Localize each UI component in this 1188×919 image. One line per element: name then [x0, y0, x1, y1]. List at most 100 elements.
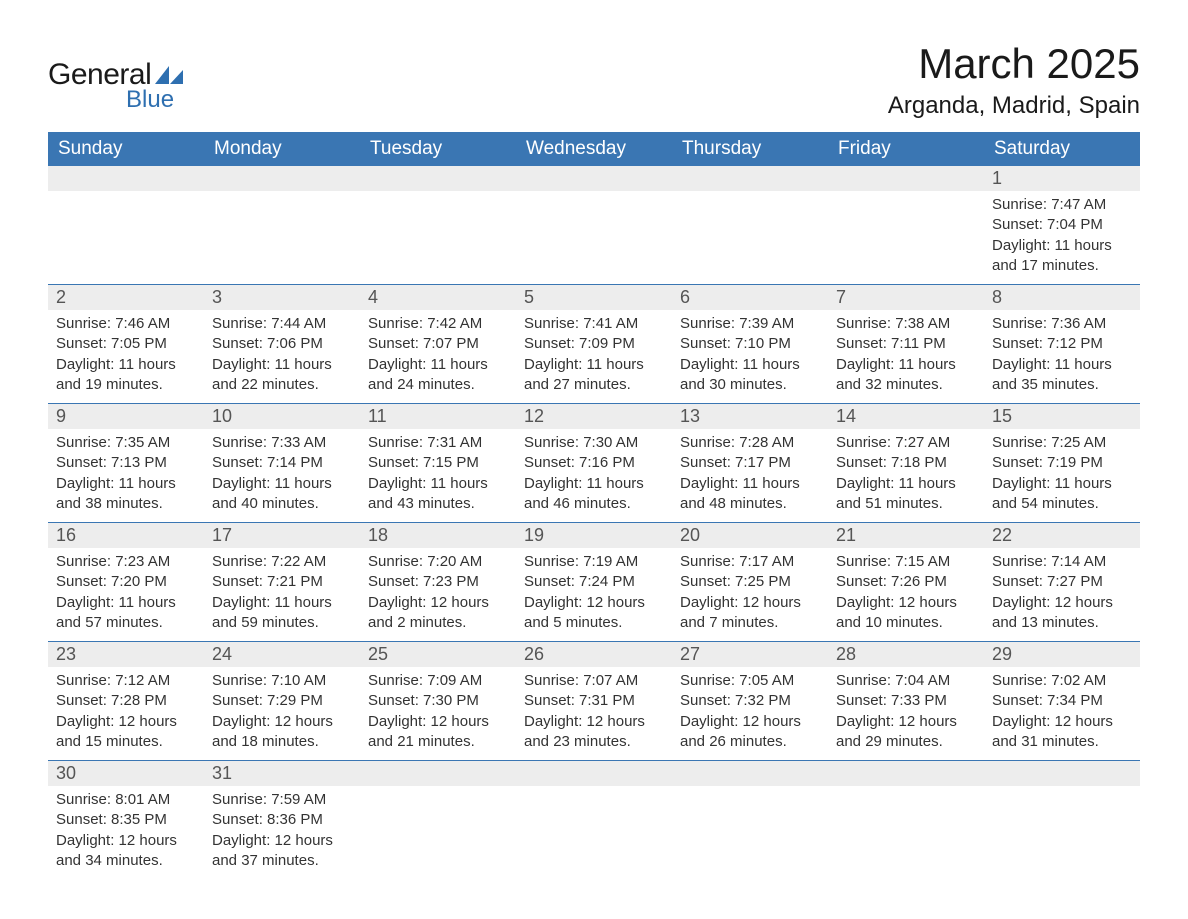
sunrise-text: Sunrise: 7:07 AM — [524, 671, 664, 691]
sunset-text: Sunset: 7:20 PM — [56, 572, 196, 592]
daylight-line1: Daylight: 12 hours — [524, 593, 664, 613]
daylight-line2: and 32 minutes. — [836, 375, 976, 395]
sunset-text: Sunset: 7:27 PM — [992, 572, 1132, 592]
calendar-table: Sunday Monday Tuesday Wednesday Thursday… — [48, 132, 1140, 879]
sunset-text: Sunset: 7:34 PM — [992, 691, 1132, 711]
sunset-text: Sunset: 7:12 PM — [992, 334, 1132, 354]
day-number: 18 — [360, 523, 516, 548]
calendar-cell: 19Sunrise: 7:19 AMSunset: 7:24 PMDayligh… — [516, 523, 672, 642]
daylight-line1: Daylight: 11 hours — [992, 236, 1132, 256]
calendar-cell — [360, 761, 516, 880]
sunrise-text: Sunrise: 7:31 AM — [368, 433, 508, 453]
daylight-line1: Daylight: 11 hours — [524, 355, 664, 375]
sunrise-text: Sunrise: 7:27 AM — [836, 433, 976, 453]
daylight-line1: Daylight: 11 hours — [56, 593, 196, 613]
calendar-cell: 17Sunrise: 7:22 AMSunset: 7:21 PMDayligh… — [204, 523, 360, 642]
daylight-line1: Daylight: 12 hours — [56, 831, 196, 851]
daylight-line1: Daylight: 12 hours — [212, 831, 352, 851]
sunset-text: Sunset: 7:16 PM — [524, 453, 664, 473]
calendar-cell — [516, 761, 672, 880]
day-body: Sunrise: 7:20 AMSunset: 7:23 PMDaylight:… — [360, 548, 516, 641]
day-number: 16 — [48, 523, 204, 548]
sunset-text: Sunset: 7:19 PM — [992, 453, 1132, 473]
day-body: Sunrise: 7:38 AMSunset: 7:11 PMDaylight:… — [828, 310, 984, 403]
day-body — [984, 786, 1140, 806]
day-body: Sunrise: 7:41 AMSunset: 7:09 PMDaylight:… — [516, 310, 672, 403]
day-body: Sunrise: 7:23 AMSunset: 7:20 PMDaylight:… — [48, 548, 204, 641]
daylight-line1: Daylight: 11 hours — [992, 474, 1132, 494]
sunrise-text: Sunrise: 7:25 AM — [992, 433, 1132, 453]
calendar-week-row: 9Sunrise: 7:35 AMSunset: 7:13 PMDaylight… — [48, 404, 1140, 523]
sunset-text: Sunset: 7:28 PM — [56, 691, 196, 711]
daylight-line2: and 23 minutes. — [524, 732, 664, 752]
sunset-text: Sunset: 7:04 PM — [992, 215, 1132, 235]
daylight-line2: and 27 minutes. — [524, 375, 664, 395]
daylight-line2: and 46 minutes. — [524, 494, 664, 514]
day-body: Sunrise: 7:30 AMSunset: 7:16 PMDaylight:… — [516, 429, 672, 522]
daylight-line1: Daylight: 11 hours — [212, 593, 352, 613]
daylight-line2: and 22 minutes. — [212, 375, 352, 395]
calendar-cell: 3Sunrise: 7:44 AMSunset: 7:06 PMDaylight… — [204, 285, 360, 404]
sunrise-text: Sunrise: 7:17 AM — [680, 552, 820, 572]
calendar-cell: 14Sunrise: 7:27 AMSunset: 7:18 PMDayligh… — [828, 404, 984, 523]
daylight-line1: Daylight: 12 hours — [56, 712, 196, 732]
day-body — [360, 786, 516, 806]
daylight-line1: Daylight: 11 hours — [56, 474, 196, 494]
day-body: Sunrise: 7:31 AMSunset: 7:15 PMDaylight:… — [360, 429, 516, 522]
calendar-cell: 27Sunrise: 7:05 AMSunset: 7:32 PMDayligh… — [672, 642, 828, 761]
sunset-text: Sunset: 8:35 PM — [56, 810, 196, 830]
daylight-line2: and 30 minutes. — [680, 375, 820, 395]
sunset-text: Sunset: 7:11 PM — [836, 334, 976, 354]
day-number — [48, 166, 204, 191]
day-number: 15 — [984, 404, 1140, 429]
calendar-cell: 5Sunrise: 7:41 AMSunset: 7:09 PMDaylight… — [516, 285, 672, 404]
sunset-text: Sunset: 7:23 PM — [368, 572, 508, 592]
sunrise-text: Sunrise: 7:36 AM — [992, 314, 1132, 334]
sunrise-text: Sunrise: 8:01 AM — [56, 790, 196, 810]
day-body: Sunrise: 7:07 AMSunset: 7:31 PMDaylight:… — [516, 667, 672, 760]
day-number: 22 — [984, 523, 1140, 548]
daylight-line1: Daylight: 12 hours — [680, 712, 820, 732]
day-number: 11 — [360, 404, 516, 429]
calendar-cell: 15 Sunrise: 7:25 AMSunset: 7:19 PMDayligh… — [984, 404, 1140, 523]
location: Arganda, Madrid, Spain — [888, 92, 1140, 120]
weekday-header: Saturday — [984, 132, 1140, 166]
day-number: 4 — [360, 285, 516, 310]
daylight-line2: and 54 minutes. — [992, 494, 1132, 514]
calendar-cell: 30 Sunrise: 8:01 AMSunset: 8:35 PMDayligh… — [48, 761, 204, 880]
daylight-line2: and 59 minutes. — [212, 613, 352, 633]
calendar-week-row: 2Sunrise: 7:46 AMSunset: 7:05 PMDaylight… — [48, 285, 1140, 404]
daylight-line2: and 35 minutes. — [992, 375, 1132, 395]
sunset-text: Sunset: 7:29 PM — [212, 691, 352, 711]
day-number: 29 — [984, 642, 1140, 667]
day-body: Sunrise: 7:17 AMSunset: 7:25 PMDaylight:… — [672, 548, 828, 641]
day-number: 25 — [360, 642, 516, 667]
day-number: 14 — [828, 404, 984, 429]
sunset-text: Sunset: 7:33 PM — [836, 691, 976, 711]
calendar-cell: 6Sunrise: 7:39 AMSunset: 7:10 PMDaylight… — [672, 285, 828, 404]
logo-sail-icon — [155, 66, 183, 84]
daylight-line2: and 21 minutes. — [368, 732, 508, 752]
day-number — [516, 166, 672, 191]
weekday-header: Wednesday — [516, 132, 672, 166]
daylight-line1: Daylight: 11 hours — [368, 355, 508, 375]
day-body: Sunrise: 7:05 AMSunset: 7:32 PMDaylight:… — [672, 667, 828, 760]
sunset-text: Sunset: 7:18 PM — [836, 453, 976, 473]
daylight-line1: Daylight: 12 hours — [212, 712, 352, 732]
sunset-text: Sunset: 7:05 PM — [56, 334, 196, 354]
day-body — [828, 191, 984, 211]
sunset-text: Sunset: 7:32 PM — [680, 691, 820, 711]
day-body: Sunrise: 7:39 AMSunset: 7:10 PMDaylight:… — [672, 310, 828, 403]
day-body: Sunrise: 7:27 AMSunset: 7:18 PMDaylight:… — [828, 429, 984, 522]
day-body: Sunrise: 7:33 AMSunset: 7:14 PMDaylight:… — [204, 429, 360, 522]
day-number: 6 — [672, 285, 828, 310]
day-number: 30 — [48, 761, 204, 786]
day-number: 12 — [516, 404, 672, 429]
day-body: Sunrise: 7:35 AMSunset: 7:13 PMDaylight:… — [48, 429, 204, 522]
sunrise-text: Sunrise: 7:47 AM — [992, 195, 1132, 215]
sunrise-text: Sunrise: 7:09 AM — [368, 671, 508, 691]
weekday-header: Tuesday — [360, 132, 516, 166]
sunset-text: Sunset: 7:07 PM — [368, 334, 508, 354]
day-body — [516, 786, 672, 806]
weekday-header: Monday — [204, 132, 360, 166]
